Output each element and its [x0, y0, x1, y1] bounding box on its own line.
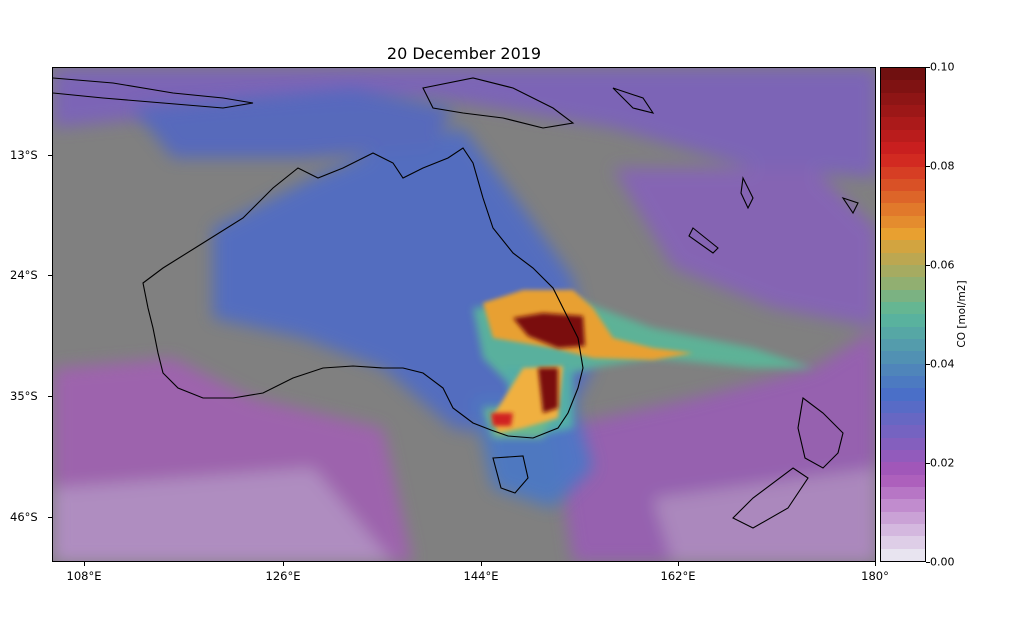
colorbar-tick-label: 0.10 [930, 60, 955, 74]
colorbar-band [881, 487, 925, 500]
colorbar-band [881, 117, 925, 130]
lat-tick-label: 13°S [10, 148, 38, 162]
colorbar-band [881, 240, 925, 253]
colorbar-tickmark [926, 463, 930, 464]
colorbar-band [881, 80, 925, 93]
colorbar-band [881, 314, 925, 327]
colorbar-band [881, 302, 925, 315]
colorbar-band [881, 511, 925, 525]
colorbar-band [881, 228, 925, 241]
colorbar-band [881, 363, 925, 377]
lon-tickmark [84, 562, 85, 566]
colorbar-band [881, 68, 925, 81]
colorbar-tick-label: 0.06 [930, 258, 955, 272]
colorbar-tickmark [926, 166, 930, 167]
colorbar-tickmark [926, 562, 930, 563]
lat-tick-label: 35°S [10, 389, 38, 403]
colorbar-band [881, 265, 925, 278]
lon-tickmark [283, 562, 284, 566]
lon-tickmark [481, 562, 482, 566]
colorbar [880, 67, 926, 562]
colorbar-band [881, 178, 925, 192]
colorbar-band [881, 474, 925, 488]
colorbar-tick-label: 0.04 [930, 357, 955, 371]
map-title: 20 December 2019 [386, 44, 542, 63]
lon-tick-label: 126°E [265, 569, 301, 583]
colorbar-band [881, 166, 925, 179]
colorbar-band [881, 425, 925, 438]
co-concentration-map [52, 67, 876, 562]
colorbar-band [881, 104, 925, 118]
colorbar-tickmark [926, 265, 930, 266]
lat-tickmark [48, 155, 52, 156]
colorbar-band [881, 129, 925, 142]
colorbar-band [881, 92, 925, 105]
colorbar-band [881, 351, 925, 364]
colorbar-tickmark [926, 67, 930, 68]
colorbar-band [881, 437, 925, 451]
lat-tickmark [48, 275, 52, 276]
colorbar-band [881, 413, 925, 426]
colorbar-tick-label: 0.08 [930, 159, 955, 173]
lon-tickmark [678, 562, 679, 566]
lon-tickmark [875, 562, 876, 566]
colorbar-gradient [881, 68, 925, 561]
colorbar-band [881, 450, 925, 463]
colorbar-band [881, 154, 925, 167]
colorbar-band [881, 499, 925, 512]
colorbar-band [881, 536, 925, 549]
lat-tickmark [48, 396, 52, 397]
colorbar-band [881, 252, 925, 266]
colorbar-tick-label: 0.02 [930, 456, 955, 470]
colorbar-band [881, 462, 925, 475]
colorbar-band [881, 524, 925, 537]
colorbar-tick-label: 0.00 [930, 555, 955, 569]
map-canvas [53, 68, 875, 561]
lon-tick-label: 144°E [463, 569, 499, 583]
coastlines [53, 77, 859, 529]
plume-max [491, 313, 585, 426]
colorbar-band [881, 388, 925, 401]
lon-tick-label: 162°E [660, 569, 696, 583]
colorbar-tickmark [926, 364, 930, 365]
lat-tick-label: 46°S [10, 510, 38, 524]
colorbar-band [881, 141, 925, 155]
colorbar-band [881, 191, 925, 204]
colorbar-band [881, 548, 925, 561]
lon-tick-label: 180° [861, 569, 889, 583]
colorbar-band [881, 339, 925, 352]
colorbar-band [881, 277, 925, 290]
colorbar-band [881, 215, 925, 229]
lon-tick-label: 108°E [66, 569, 102, 583]
lat-tickmark [48, 517, 52, 518]
colorbar-band [881, 376, 925, 389]
colorbar-band [881, 400, 925, 414]
colorbar-band [881, 289, 925, 303]
colorbar-band [881, 326, 925, 340]
lat-tick-label: 24°S [10, 268, 38, 282]
low-co-field [53, 68, 875, 561]
colorbar-band [881, 203, 925, 216]
colorbar-label: CO [mol/m2] [956, 280, 968, 348]
